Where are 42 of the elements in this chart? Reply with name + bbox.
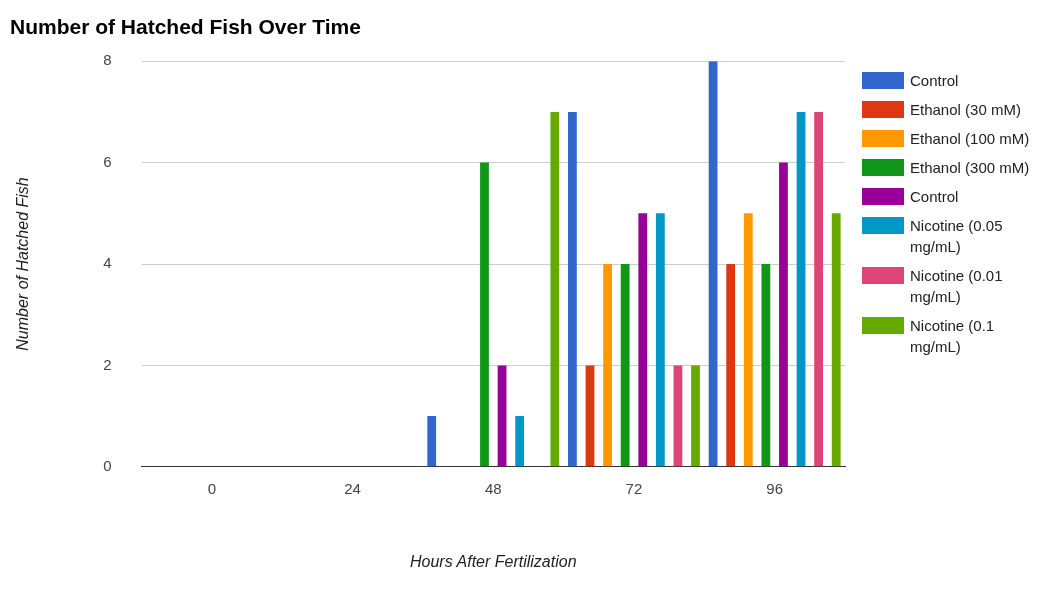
bar (691, 365, 700, 467)
y-tick-label: 8 (103, 51, 112, 69)
bar (550, 111, 560, 467)
bar (761, 264, 771, 467)
bar (603, 264, 612, 467)
legend-label: Ethanol (30 mM) (910, 100, 1021, 120)
x-tick-label: 96 (766, 479, 783, 497)
bar (585, 365, 595, 467)
bar (427, 416, 437, 467)
chart-title: Number of Hatched Fish Over Time (10, 15, 361, 39)
bar (726, 264, 736, 467)
bar (655, 213, 665, 467)
bar (638, 213, 648, 467)
x-axis-title: Hours After Fertilization (409, 552, 577, 570)
bar (497, 365, 507, 467)
bar (743, 213, 753, 467)
bar (673, 365, 683, 467)
bar (708, 61, 718, 467)
legend-label: Nicotine (0.1 mg/mL) (910, 316, 996, 357)
bar (779, 162, 788, 467)
bar (620, 264, 630, 467)
y-tick-label: 4 (103, 254, 112, 272)
legend-label: Nicotine (0.01 mg/mL) (910, 266, 1004, 307)
bar (814, 111, 824, 467)
legend-label: Control (910, 187, 959, 207)
x-tick-label: 48 (484, 479, 502, 497)
x-tick-label: 0 (207, 479, 217, 497)
y-tick-label: 0 (103, 456, 112, 474)
legend-label: Control (910, 71, 959, 91)
x-tick-label: 72 (625, 479, 643, 497)
legend-label: Nicotine (0.05 mg/mL) (910, 216, 1004, 257)
legend-label: Ethanol (100 mM) (910, 129, 1030, 149)
y-axis-title: Number of Hatched Fish (14, 177, 32, 351)
bar (796, 111, 806, 467)
x-tick-label: 24 (344, 479, 361, 497)
y-tick-label: 2 (103, 355, 112, 373)
bar (568, 111, 577, 467)
bar (831, 213, 841, 467)
y-tick-label: 6 (103, 152, 112, 170)
bar (515, 416, 525, 467)
legend-label: Ethanol (300 mM) (910, 158, 1030, 178)
bar (480, 162, 489, 467)
